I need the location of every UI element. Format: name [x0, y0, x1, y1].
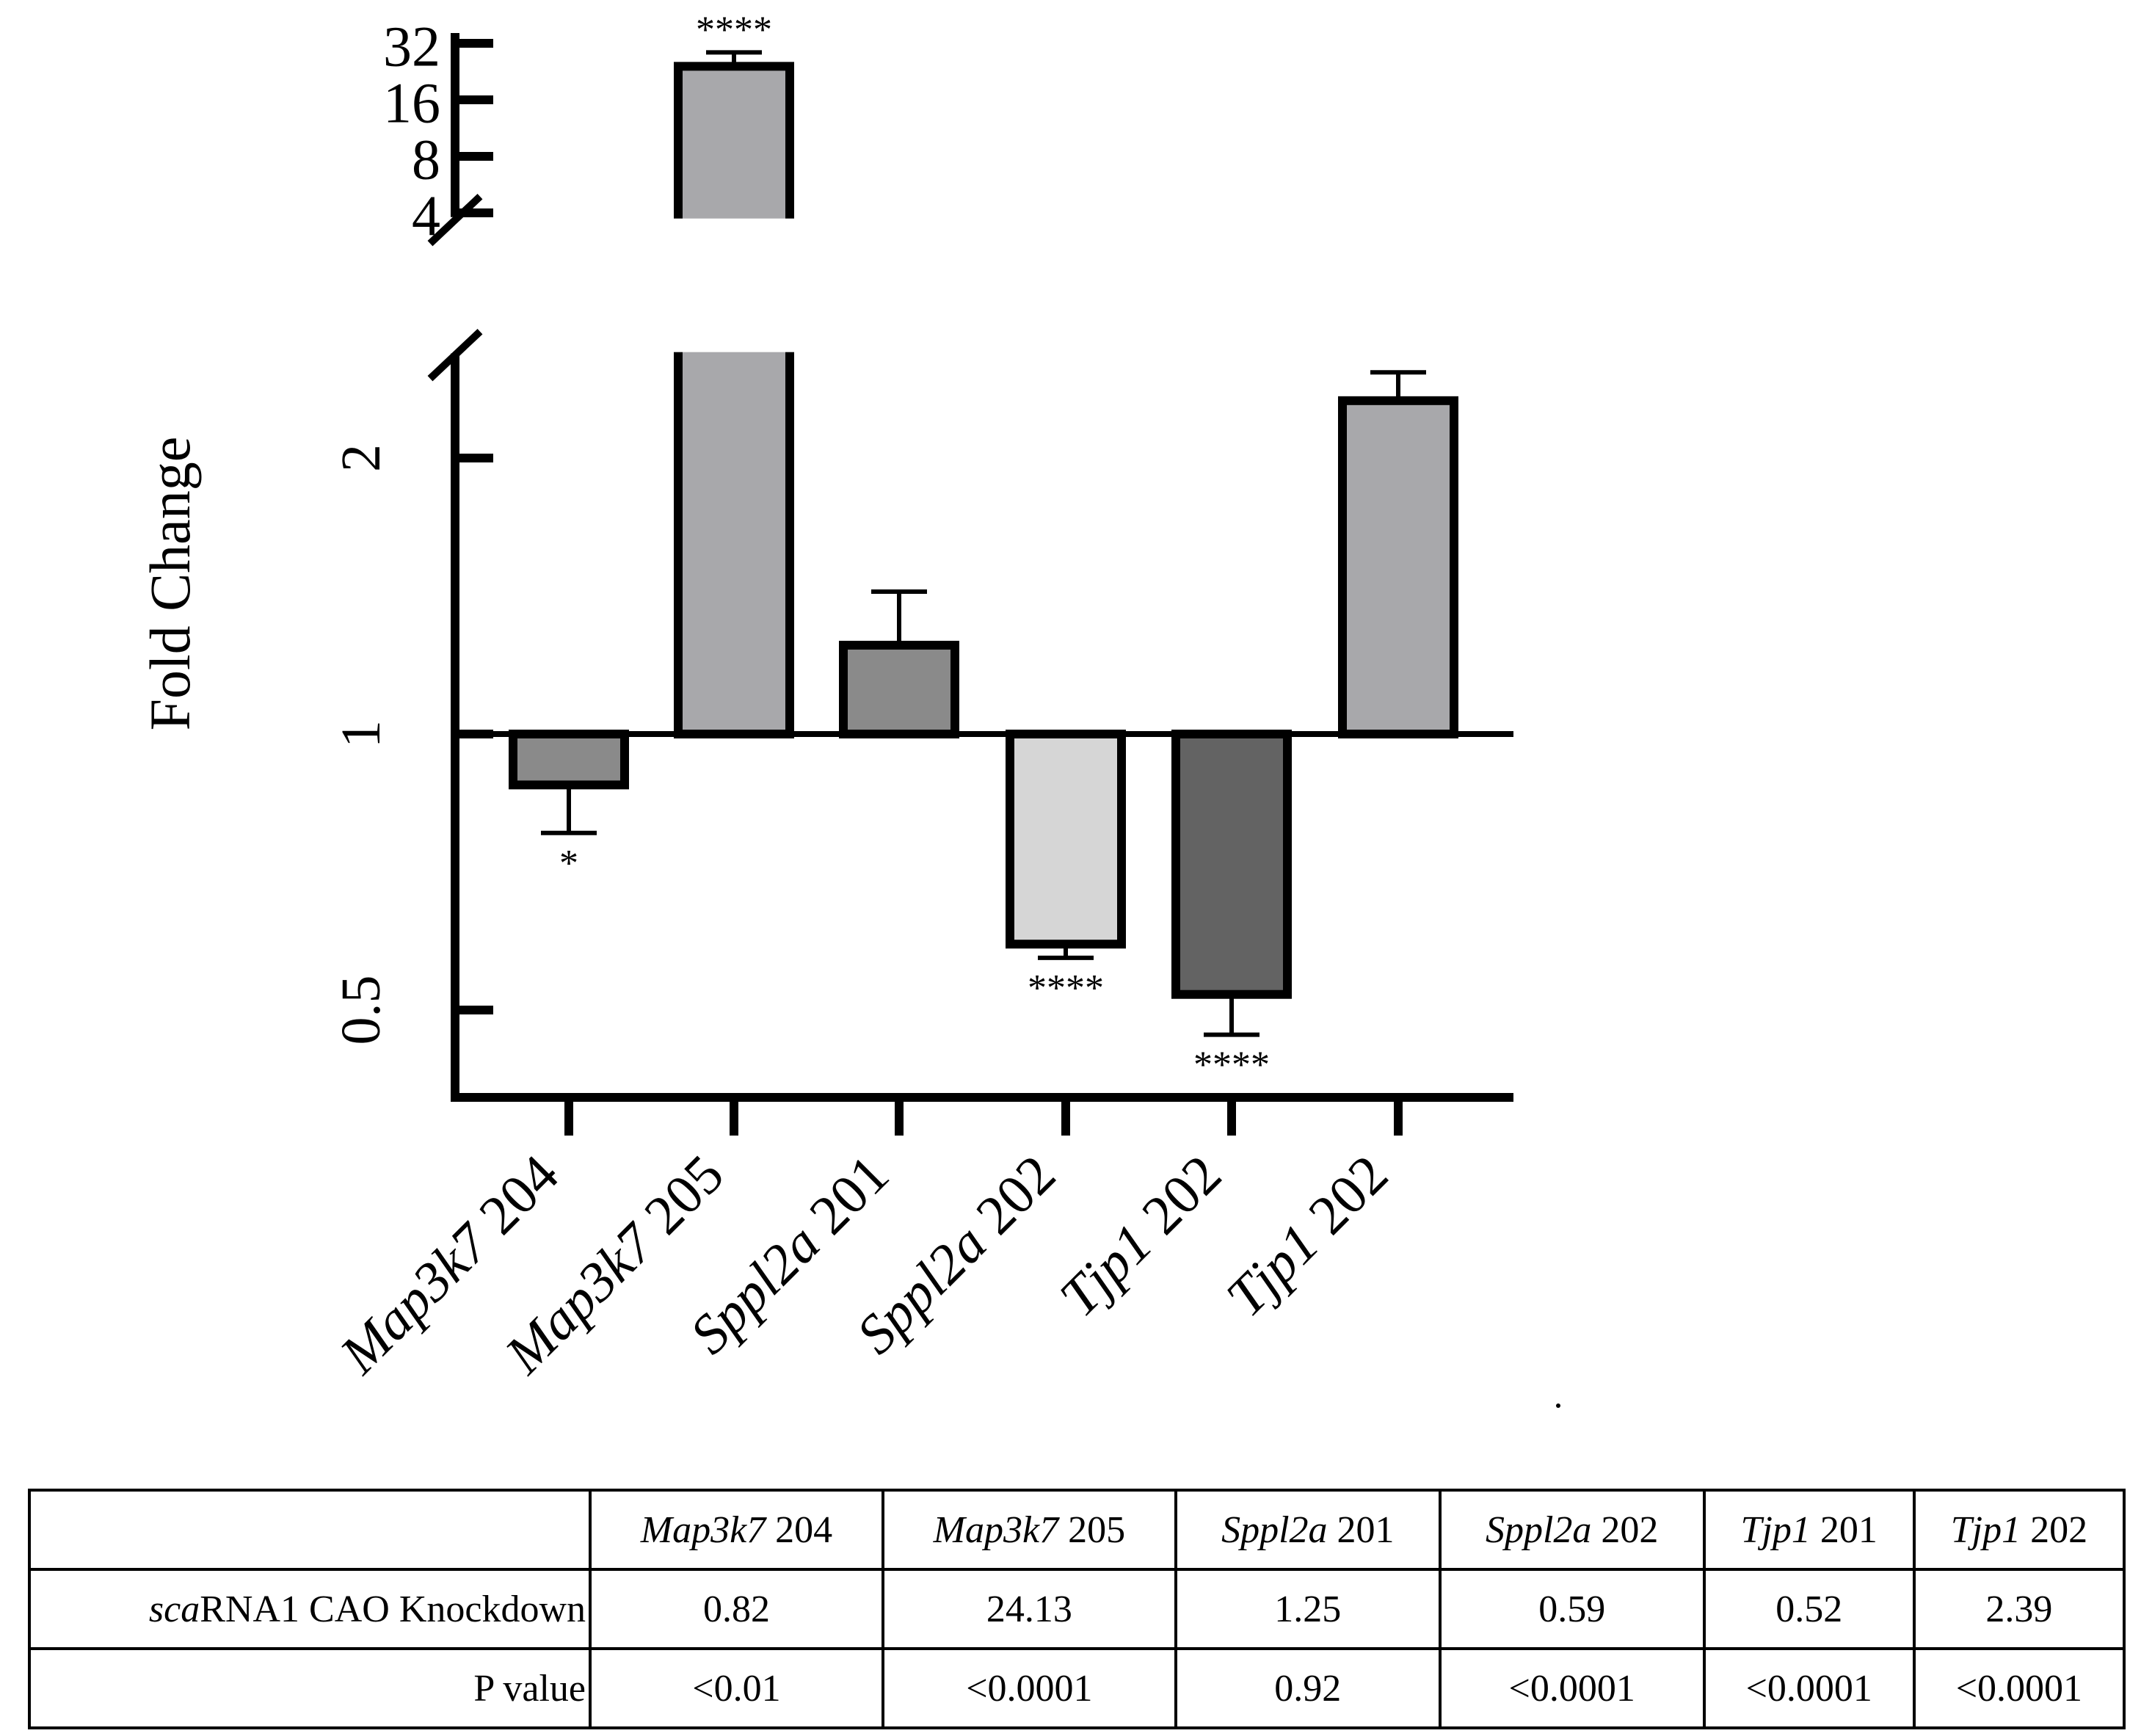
- table-cell: <0.0001: [1438, 1647, 1706, 1729]
- table-cell: 0.52: [1702, 1568, 1916, 1650]
- x-tick-label: Tjp1 202: [1215, 1144, 1400, 1329]
- table-cell: <0.0001: [1702, 1647, 1916, 1729]
- y-tick-label: 1: [330, 720, 392, 748]
- y-tick-label: 8: [412, 128, 440, 192]
- bar: [839, 640, 959, 738]
- y-tick-label: 16: [383, 71, 440, 135]
- x-tick-label: Tjp1 202: [1048, 1144, 1233, 1329]
- axis-break-mark: [427, 329, 483, 382]
- table-row-knockdown: scaRNA1 CAO Knockdown 0.82 24.13 1.25 0.…: [28, 1568, 2126, 1650]
- axis-break-gap: [426, 218, 1528, 352]
- axis-break-mark: [427, 194, 483, 247]
- bar-group: ****: [1171, 730, 1292, 1086]
- table-header-row: Map3k7 204 Map3k7 205 Sppl2a 201 Sppl2a …: [28, 1489, 2126, 1571]
- bar-group: ****: [1338, 329, 1458, 738]
- table-row-pvalue: P value <0.01 <0.0001 0.92 <0.0001 <0.00…: [28, 1647, 2126, 1729]
- table-header-cell: Tjp1 202: [1912, 1489, 2126, 1571]
- table-header-cell: Map3k7 204: [589, 1489, 884, 1571]
- table-cell: 0.92: [1174, 1647, 1442, 1729]
- bar-group: [839, 589, 959, 738]
- table-row-label: P value: [28, 1647, 592, 1729]
- table-header-cell: Sppl2a 202: [1438, 1489, 1706, 1571]
- table-cell: <0.01: [589, 1647, 884, 1729]
- significance-label: ****: [1028, 967, 1104, 1009]
- bar: [1006, 730, 1126, 949]
- y-tick-label: 2: [330, 444, 392, 472]
- bar: [1171, 730, 1292, 999]
- y-tick-label: 32: [383, 15, 440, 79]
- bar: [1338, 396, 1458, 738]
- bar-group: ****: [1006, 730, 1126, 1009]
- table-cell: 24.13: [881, 1568, 1177, 1650]
- table-cell: 0.82: [589, 1568, 884, 1650]
- table-header-cell: Tjp1 201: [1702, 1489, 1916, 1571]
- results-table: Map3k7 204 Map3k7 205 Sppl2a 201 Sppl2a …: [28, 1489, 2126, 1729]
- table-row-label: scaRNA1 CAO Knockdown: [28, 1568, 592, 1650]
- bar-group: ****: [674, 9, 794, 738]
- y-tick-label: 4: [412, 184, 440, 248]
- bar-group: *: [509, 730, 629, 885]
- stray-dot: [1556, 1403, 1560, 1408]
- table-corner-cell: [28, 1489, 592, 1571]
- significance-label: *: [559, 843, 578, 885]
- bar: [509, 730, 629, 790]
- y-tick-label: 0.5: [330, 976, 392, 1045]
- y-axis-label: Fold Change: [138, 437, 202, 731]
- table-cell: 0.59: [1438, 1568, 1706, 1650]
- table-cell: 1.25: [1174, 1568, 1442, 1650]
- table-cell: 2.39: [1912, 1568, 2126, 1650]
- table-header-cell: Map3k7 205: [881, 1489, 1177, 1571]
- table-header-cell: Sppl2a 201: [1174, 1489, 1442, 1571]
- table-cell: <0.0001: [1912, 1647, 2126, 1729]
- significance-label: ****: [1193, 1045, 1270, 1086]
- table-cell: <0.0001: [881, 1647, 1177, 1729]
- significance-label: ****: [696, 9, 772, 51]
- bar: [674, 62, 794, 738]
